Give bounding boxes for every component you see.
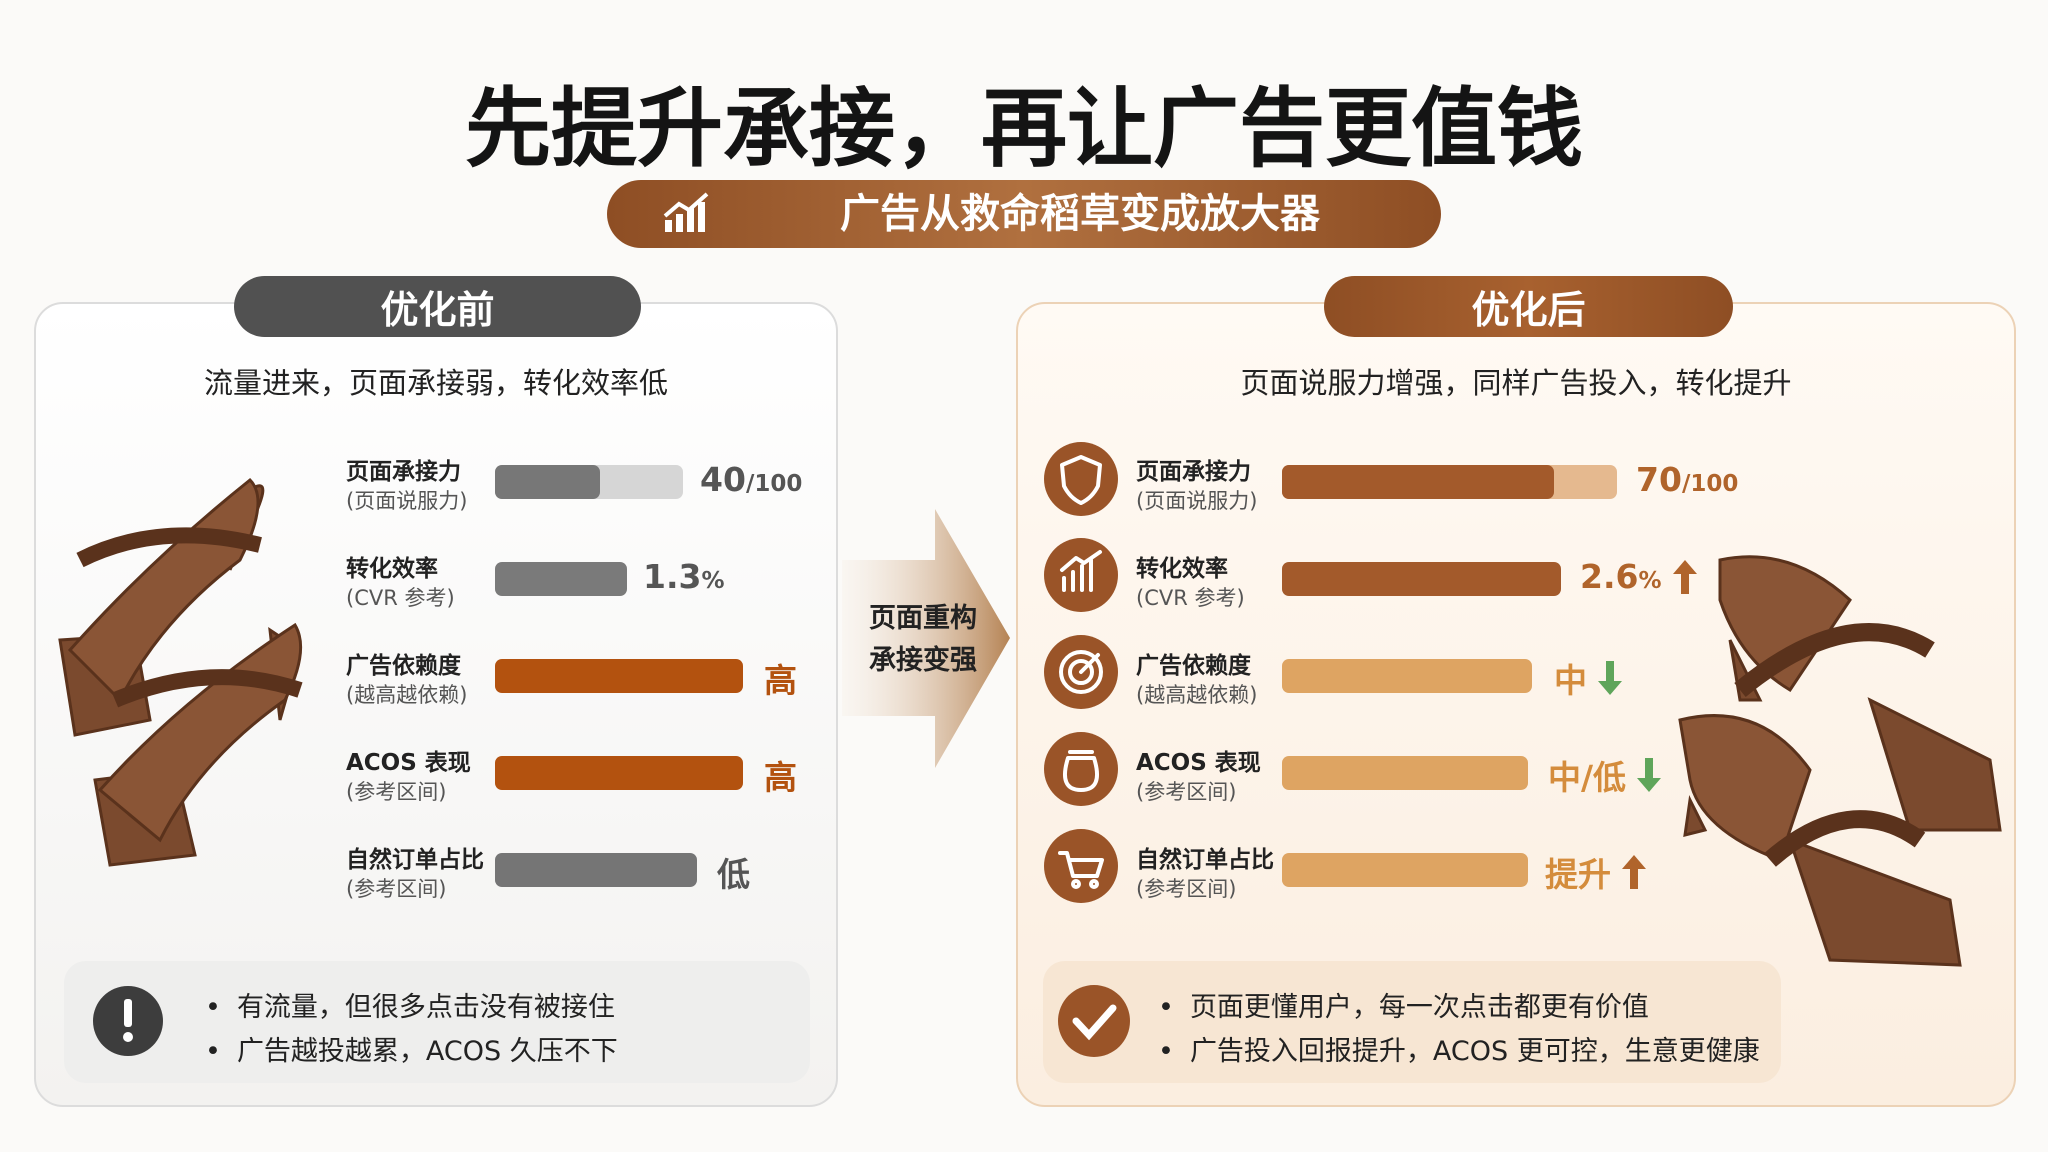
value-number: 40 [700,460,746,499]
value-number: 1.3 [643,557,702,596]
metric-label: 转化效率 [1136,556,1228,582]
metric-value: 1.3% [643,557,725,596]
metric-label: 页面承接力 [1136,459,1251,485]
value-number: 2.6 [1580,557,1639,596]
metric-label: 自然订单占比 [346,847,484,873]
up-arrow [1622,855,1646,889]
bar [495,853,697,887]
metric-note: (参考区间) [346,877,447,901]
metric-value: 70/100 [1636,460,1738,499]
value-unit: /100 [745,471,803,497]
title: 先提升承接，再让广告更值钱 [465,79,1583,179]
metric-value: 高 [764,654,797,702]
metric-value: 中/低 [1548,751,1662,799]
metric-label: 广告依赖度 [1136,653,1251,679]
metric-label: 页面承接力 [346,459,461,485]
note-item: • 有流量，但很多点击没有被接住 [205,985,615,1024]
metric-value: 2.6% [1580,557,1698,596]
note-text: 广告越投越累，ACOS 久压不下 [236,1036,618,1067]
metric-label: 转化效率 [346,556,438,582]
note-item: • 页面更懂用户，每一次点击都更有价值 [1158,985,1649,1024]
metric-label: 自然订单占比 [1136,847,1274,873]
value-unit: /100 [1681,471,1739,497]
bar [1282,465,1554,499]
value-unit: % [1638,568,1662,594]
bar [495,465,600,499]
metric-note: (越高越依赖) [1136,683,1258,707]
arrow-line: 承接变强 [869,645,977,676]
note-text: 页面更懂用户，每一次点击都更有价值 [1189,992,1649,1023]
note-item: • 广告投入回报提升，ACOS 更可控，生意更健康 [1158,1029,1760,1068]
metric-value: 中 [1554,654,1623,702]
down-arrow [1598,661,1622,695]
bullet: • [205,992,221,1023]
note-text: 广告投入回报提升，ACOS 更可控，生意更健康 [1189,1036,1760,1067]
metric-note: (页面说服力) [1136,489,1258,513]
before-subtitle: 流量进来，页面承接弱，转化效率低 [203,366,668,400]
value-number: 中 [1554,661,1587,700]
bullet: • [1158,1036,1174,1067]
metric-value: 40/100 [700,460,802,499]
arrow-line: 页面重构 [869,603,977,634]
bullet: • [1158,992,1174,1023]
down-arrow [1637,758,1662,792]
up-arrow [1672,559,1697,594]
bar [1282,562,1561,596]
bar [495,659,743,693]
metric-label: ACOS 表现 [346,750,471,776]
metric-note: (CVR 参考) [346,586,455,610]
value-number: 中/低 [1548,758,1627,797]
value-number: 低 [717,855,750,894]
bar [495,756,743,790]
metric-note: (参考区间) [1136,877,1237,901]
value-number: 提升 [1545,855,1611,894]
before-header: 优化前 [234,276,641,337]
bar [1282,853,1528,887]
bar [1282,756,1528,790]
after-subtitle: 页面说服力增强，同样广告投入，转化提升 [1240,366,1792,400]
metric-label: 广告依赖度 [346,653,461,679]
metric-note: (参考区间) [346,780,447,804]
note-item: • 广告越投越累，ACOS 久压不下 [205,1029,618,1068]
value-unit: % [701,568,725,594]
bar [495,562,627,596]
after-header: 优化后 [1324,276,1733,337]
metric-value: 提升 [1545,848,1647,896]
arrow-text: 页面重构 承接变强 [842,598,1004,682]
metric-note: (参考区间) [1136,780,1237,804]
value-number: 高 [764,661,797,700]
metric-note: (CVR 参考) [1136,586,1245,610]
value-number: 70 [1636,460,1682,499]
badge-text: 广告从救命稻草变成放大器 [840,191,1320,237]
metric-label: ACOS 表现 [1136,750,1261,776]
bar [1282,659,1532,693]
metric-note: (页面说服力) [346,489,468,513]
metric-note: (越高越依赖) [346,683,468,707]
value-number: 高 [764,758,797,797]
bullet: • [205,1036,221,1067]
metric-value: 高 [764,751,797,799]
note-text: 有流量，但很多点击没有被接住 [236,992,615,1023]
metric-value: 低 [717,848,750,896]
